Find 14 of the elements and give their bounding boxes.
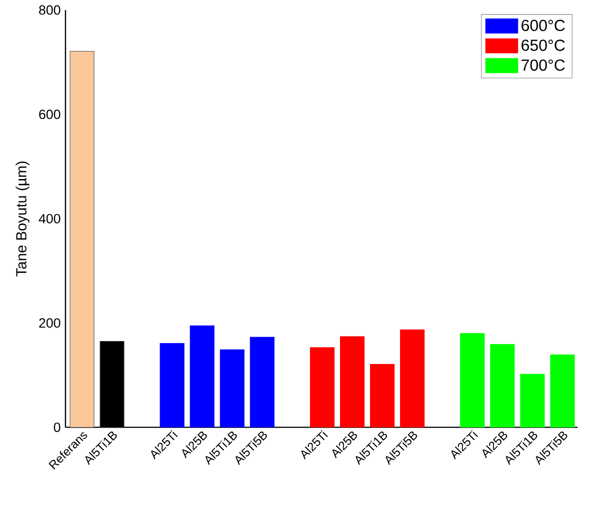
y-tick-label: 800: [39, 5, 60, 15]
legend-label: 700°C: [522, 59, 565, 71]
bar: [310, 347, 335, 428]
y-tick-label: 200: [39, 318, 60, 328]
bar: [370, 364, 395, 428]
y-tick-label: 0: [54, 422, 60, 432]
legend-label: 650°C: [522, 40, 565, 51]
bar: [400, 330, 425, 428]
y-tick-label: 600: [39, 110, 60, 120]
y-axis-title: Tane Boyutu (µm): [16, 162, 30, 276]
y-tick-label: 400: [38, 214, 60, 224]
legend-label: 600°C: [522, 20, 565, 32]
bar: [70, 50, 94, 428]
bar: [340, 336, 365, 428]
